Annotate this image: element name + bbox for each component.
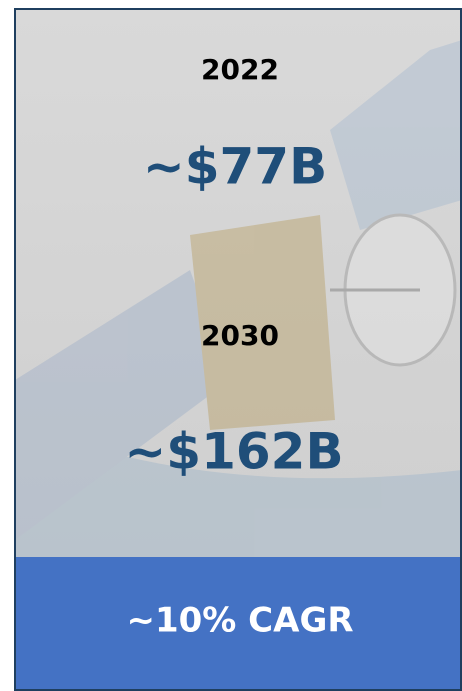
growth-rate: ~10% CAGR <box>126 601 353 641</box>
infographic-card: 2022 ~$77B 2030 ~$162B ~10% CAGR <box>0 0 462 691</box>
year-label: 2022 <box>201 53 279 86</box>
market-value: ~$162B <box>124 423 343 481</box>
market-value: ~$77B <box>143 138 327 196</box>
card-graphic: 2022 ~$77B 2030 ~$162B ~10% CAGR <box>0 0 462 691</box>
year-label: 2030 <box>201 319 279 352</box>
